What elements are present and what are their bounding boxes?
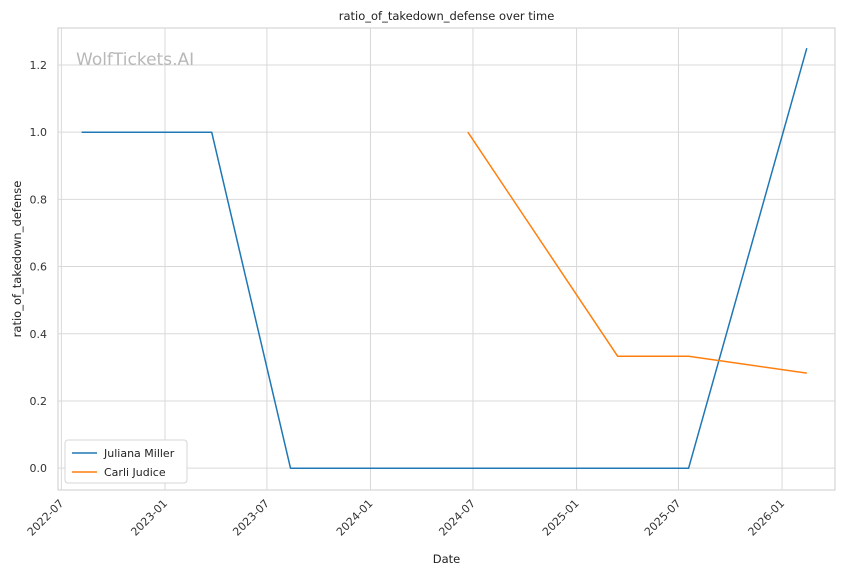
y-axis-label: ratio_of_takedown_defense [10,181,24,338]
grid [58,28,835,490]
series-line-0 [81,47,808,469]
x-tick-label: 2024-07 [436,497,478,539]
watermark: WolfTickets.AI [76,50,194,70]
y-tick-label: 0.4 [30,328,48,341]
x-tick-label: 2022-07 [25,497,67,539]
x-tick-labels: 2022-07 2023-01 2023-07 2024-01 2024-07 2025-… [25,497,787,539]
series-lines [81,47,808,469]
x-tick-label: 2025-07 [642,497,684,539]
legend-label-carli: Carli Judice [104,466,166,479]
series-line-1 [467,131,807,374]
legend-label-juliana: Juliana Miller [103,447,175,460]
y-tick-label: 0.0 [30,462,48,475]
y-tick-label: 1.0 [30,126,48,139]
y-tick-labels: 0.0 0.2 0.4 0.6 0.8 1.0 1.2 [30,59,48,475]
x-tick-label: 2025-01 [540,497,582,539]
x-tick-label: 2023-01 [128,497,170,539]
legend: Juliana Miller Carli Judice [64,439,188,484]
y-tick-label: 0.2 [30,395,48,408]
x-tick-label: 2024-01 [334,497,376,539]
y-tick-label: 0.6 [30,261,48,274]
plot-area [57,27,836,491]
y-tick-label: 0.8 [30,193,48,206]
x-tick-label: 2026-01 [745,497,787,539]
chart-title: ratio_of_takedown_defense over time [339,9,555,23]
x-tick-label: 2023-07 [230,497,272,539]
y-tick-label: 1.2 [30,59,48,72]
x-axis-label: Date [433,552,461,566]
